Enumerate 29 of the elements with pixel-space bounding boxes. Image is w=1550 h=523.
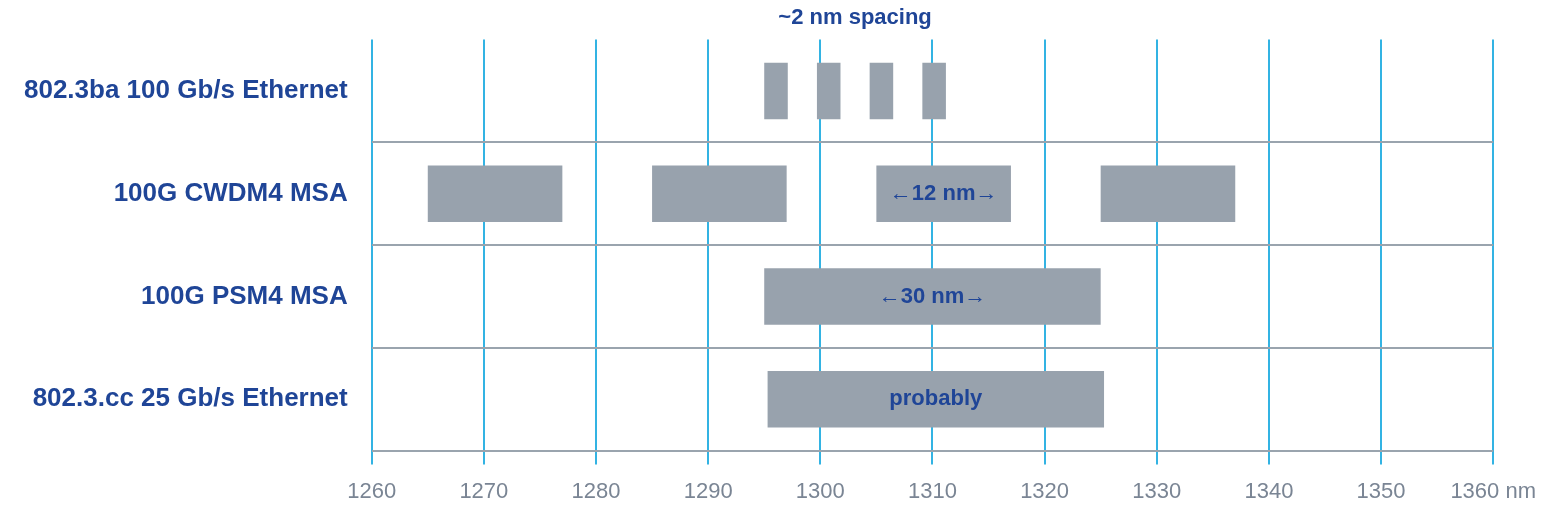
bar xyxy=(1100,165,1236,222)
x-tick-label: 1360 nm xyxy=(1450,477,1536,503)
x-tick-label: 1320 xyxy=(1020,477,1070,503)
annotation: ←30 nm→ xyxy=(878,282,987,308)
bar xyxy=(922,62,946,120)
x-tick-label: 1310 xyxy=(907,477,957,503)
x-tick-label: 1290 xyxy=(683,477,733,503)
x-tick-label: 1300 xyxy=(795,477,845,503)
x-tick-label: 1340 xyxy=(1244,477,1294,503)
bar xyxy=(876,165,1011,222)
bar xyxy=(816,62,841,120)
bar xyxy=(869,62,894,120)
bar xyxy=(764,62,788,120)
annotation: ←12 nm→ xyxy=(889,179,998,205)
text: ~2 nm spacing xyxy=(778,4,932,30)
annotation: probably xyxy=(889,385,984,411)
y-tick-label: 100G PSM4 MSA xyxy=(141,279,348,310)
y-tick-label: 802.3ba 100 Gb/s Ethernet xyxy=(23,74,349,105)
y-tick-label: 100G CWDM4 MSA xyxy=(113,176,348,207)
bar xyxy=(764,268,1101,325)
y-tick-label: 802.3.cc 25 Gb/s Ethernet xyxy=(32,382,349,413)
bar xyxy=(427,165,563,222)
x-tick-label: 1260 xyxy=(347,477,397,503)
x-tick-label: 1280 xyxy=(571,477,621,503)
bar xyxy=(652,165,787,222)
x-tick-label: 1270 xyxy=(459,477,509,503)
bar xyxy=(767,370,1105,428)
x-tick-label: 1350 xyxy=(1356,477,1406,503)
x-tick-label: 1330 xyxy=(1132,477,1182,503)
